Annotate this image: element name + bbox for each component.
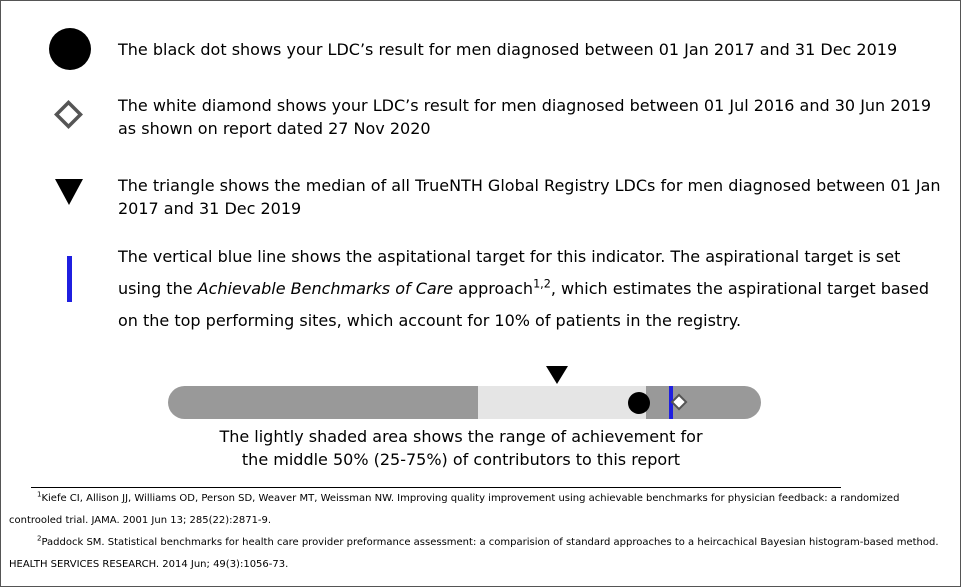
median-triangle [546, 366, 568, 384]
footnote: 2Paddock SM. Statistical benchmarks for … [9, 532, 949, 576]
triangle-icon [55, 179, 83, 205]
caption: The lightly shaded area shows the range … [161, 425, 761, 471]
emphasis: Achievable Benchmarks of Care [197, 279, 454, 298]
legend-text: The triangle shows the median of all Tru… [118, 176, 941, 218]
white-diamond-icon [54, 100, 83, 129]
iqr-band [478, 386, 646, 419]
previous-diamond [670, 393, 688, 411]
reference: 1,2 [533, 277, 551, 291]
target-line [669, 386, 673, 419]
text: approach [453, 279, 534, 298]
divider [31, 487, 841, 488]
black-dot-icon [49, 28, 91, 70]
caption-line: The lightly shaded area shows the range … [219, 427, 703, 446]
text: , which estimates the aspirational targe… [118, 279, 930, 330]
legend-text: The black dot shows your LDC’s result fo… [118, 40, 898, 59]
legend-text: The vertical blue line shows the aspitat… [118, 241, 943, 337]
footnote: 1Kiefe CI, Allison JJ, Williams OD, Pers… [9, 488, 949, 532]
legend-text: The white diamond shows your LDC’s resul… [118, 96, 931, 138]
legend-graphics [49, 28, 761, 419]
text: The vertical blue line shows the aspitat… [118, 247, 901, 298]
footnote-text: Paddock SM. Statistical benchmarks for h… [9, 537, 939, 570]
result-dot [628, 392, 650, 414]
footnote-marker: 1 [37, 490, 42, 499]
footnotes: 1Kiefe CI, Allison JJ, Williams OD, Pers… [9, 488, 949, 576]
footnote-marker: 2 [37, 534, 42, 543]
blue-line-icon [67, 256, 72, 302]
caption-line: the middle 50% (25-75%) of contributors … [241, 450, 681, 469]
footnote-text: Kiefe CI, Allison JJ, Williams OD, Perso… [9, 493, 900, 526]
